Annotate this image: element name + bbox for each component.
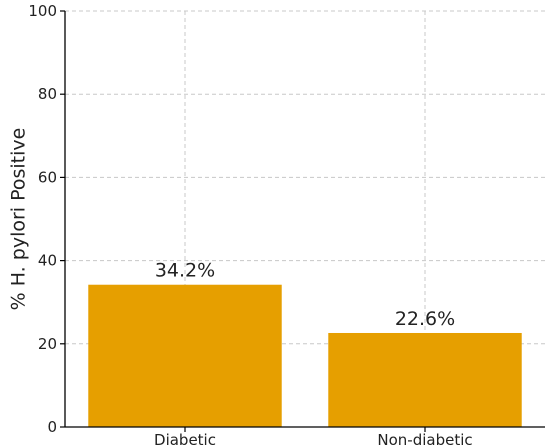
bar-value-label: 34.2% <box>155 260 215 282</box>
y-tick-label: 100 <box>28 2 57 20</box>
axes <box>64 11 545 428</box>
ticks: 0 20 40 60 80 100 Diabetic Non-diabetic <box>28 2 472 448</box>
bar-non-diabetic <box>328 332 522 427</box>
x-tick-label: Non-diabetic <box>377 431 472 448</box>
bar-value-label: 22.6% <box>395 308 455 330</box>
y-tick-label: 40 <box>38 252 57 270</box>
y-tick-label: 60 <box>38 168 57 186</box>
y-axis-label: % H. pylori Positive <box>8 128 30 311</box>
y-tick-label: 20 <box>38 335 57 353</box>
y-tick-label: 0 <box>47 418 57 436</box>
y-tick-label: 80 <box>38 85 57 103</box>
bars <box>88 284 522 427</box>
x-tick-label: Diabetic <box>154 431 216 448</box>
data-labels: 34.2% 22.6% <box>155 260 455 330</box>
bar-diabetic <box>88 284 282 427</box>
